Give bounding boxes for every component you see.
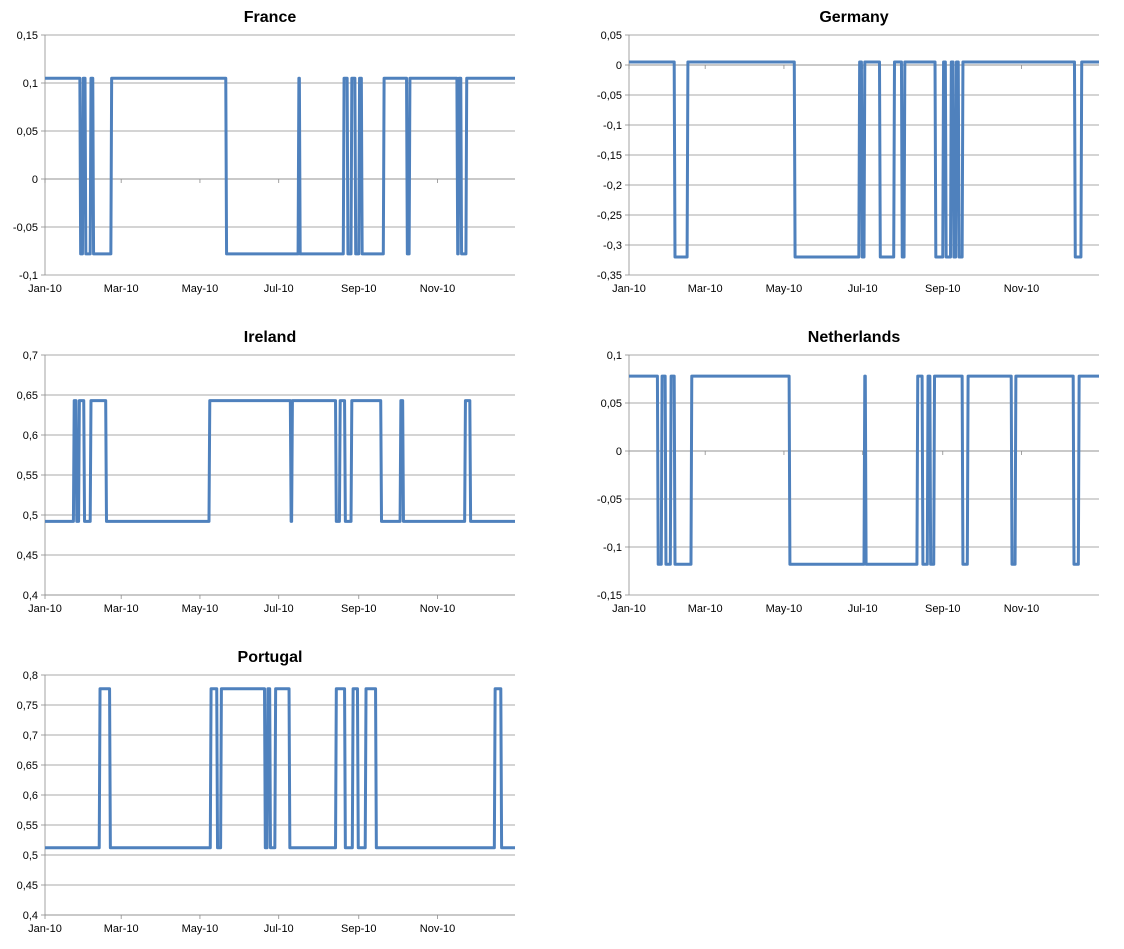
y-tick-label: 0,7: [23, 730, 38, 742]
x-tick-label: Mar-10: [104, 283, 139, 295]
y-tick-label: -0,25: [597, 210, 622, 222]
series-line: [45, 76, 515, 256]
x-tick-label: Jan-10: [28, 923, 62, 935]
y-tick-label: 0,6: [23, 790, 38, 802]
x-tick-label: Sep-10: [925, 603, 960, 615]
chart-panel-germany: Germany -0,35 -0,3 -0,25 -0,2 -0,15 -0,1 -0,05 0…: [584, 0, 1124, 300]
x-tick-label: Mar-10: [688, 283, 723, 295]
series-line: [45, 399, 515, 523]
x-tick-label: Sep-10: [341, 923, 376, 935]
y-tick-label: 0,55: [17, 470, 38, 482]
x-tick-label: Jan-10: [28, 603, 62, 615]
y-tick-label: 0,65: [17, 390, 38, 402]
y-tick-label: -0,05: [597, 90, 622, 102]
x-tick-label: Sep-10: [341, 283, 376, 295]
chart-panel-portugal: Portugal 0,4 0,45 0,5 0,55 0,6 0,65 0,7 0,75 0,8 J…: [0, 640, 540, 940]
series-line: [629, 60, 1099, 259]
y-tick-label: 0,7: [23, 350, 38, 362]
x-tick-label: May-10: [766, 283, 803, 295]
x-tick-label: Sep-10: [925, 283, 960, 295]
chart-netherlands: Netherlands -0,15 -0,1 -0,05 0 0,05 0,1 Jan-10 M…: [597, 329, 1099, 615]
chart-title: France: [244, 9, 297, 26]
y-tick-label: 0,05: [601, 398, 622, 410]
y-tick-label: 0,5: [23, 510, 38, 522]
y-tick-label: 0,05: [601, 30, 622, 42]
y-tick-label: -0,1: [603, 542, 622, 554]
y-tick-label: 0,6: [23, 430, 38, 442]
x-tick-label: Jan-10: [28, 283, 62, 295]
x-tick-label: May-10: [766, 603, 803, 615]
y-tick-label: 0,05: [17, 126, 38, 138]
y-tick-label: 0,1: [23, 78, 38, 90]
y-tick-label: 0,15: [17, 30, 38, 42]
x-tick-label: Jul-10: [264, 923, 294, 935]
y-tick-label: 0,5: [23, 850, 38, 862]
x-tick-label: May-10: [182, 283, 219, 295]
y-tick-label: 0,55: [17, 820, 38, 832]
x-tick-label: Nov-10: [1004, 603, 1039, 615]
y-tick-label: -0,05: [13, 222, 38, 234]
x-tick-label: Jul-10: [264, 603, 294, 615]
x-tick-label: Jan-10: [612, 603, 646, 615]
y-tick-label: -0,15: [597, 590, 622, 602]
x-tick-label: Jan-10: [612, 283, 646, 295]
y-tick-label: 0,8: [23, 670, 38, 682]
series-line: [629, 374, 1099, 566]
y-tick-label: 0,4: [23, 590, 38, 602]
x-tick-label: Nov-10: [1004, 283, 1039, 295]
x-tick-label: Jul-10: [264, 283, 294, 295]
x-tick-label: Nov-10: [420, 603, 455, 615]
x-tick-label: Nov-10: [420, 923, 455, 935]
y-tick-label: 0,1: [607, 350, 622, 362]
y-tick-label: 0,65: [17, 760, 38, 772]
y-tick-label: -0,05: [597, 494, 622, 506]
series-line: [45, 687, 515, 850]
chart-france: France -0,1 -0,05 0 0,05 0,1 0,15 Jan-10 Mar-10 M…: [13, 9, 515, 295]
x-tick-label: Nov-10: [420, 283, 455, 295]
y-tick-label: -0,1: [19, 270, 38, 282]
x-tick-label: May-10: [182, 603, 219, 615]
chart-panel-france: France -0,1 -0,05 0 0,05 0,1 0,15 Jan-10 Mar-10 M…: [0, 0, 540, 300]
y-tick-label: -0,1: [603, 120, 622, 132]
y-tick-label: 0: [32, 174, 38, 186]
y-tick-label: -0,3: [603, 240, 622, 252]
chart-title: Portugal: [238, 649, 303, 666]
x-tick-label: Jul-10: [848, 603, 878, 615]
chart-portugal: Portugal 0,4 0,45 0,5 0,55 0,6 0,65 0,7 0,75 0,8 J…: [17, 649, 515, 935]
y-tick-label: 0,75: [17, 700, 38, 712]
chart-title: Germany: [819, 9, 888, 26]
y-tick-label: -0,2: [603, 180, 622, 192]
y-tick-label: 0,4: [23, 910, 38, 922]
y-tick-label: -0,35: [597, 270, 622, 282]
chart-ireland: Ireland 0,4 0,45 0,5 0,55 0,6 0,65 0,7 Jan-10 Mar…: [17, 329, 515, 615]
chart-title: Ireland: [244, 329, 296, 346]
x-tick-label: Mar-10: [104, 923, 139, 935]
x-tick-label: May-10: [182, 923, 219, 935]
chart-panel-netherlands: Netherlands -0,15 -0,1 -0,05 0 0,05 0,1 Jan-10 M…: [584, 320, 1124, 620]
x-tick-label: Mar-10: [104, 603, 139, 615]
x-tick-label: Jul-10: [848, 283, 878, 295]
chart-title: Netherlands: [808, 329, 901, 346]
x-tick-label: Sep-10: [341, 603, 376, 615]
y-tick-label: 0,45: [17, 880, 38, 892]
y-tick-label: 0,45: [17, 550, 38, 562]
y-tick-label: 0: [616, 446, 622, 458]
x-tick-label: Mar-10: [688, 603, 723, 615]
chart-germany: Germany -0,35 -0,3 -0,25 -0,2 -0,15 -0,1 -0,05 0…: [597, 9, 1099, 295]
y-tick-label: 0: [616, 60, 622, 72]
y-tick-label: -0,15: [597, 150, 622, 162]
chart-panel-ireland: Ireland 0,4 0,45 0,5 0,55 0,6 0,65 0,7 Jan-10 Mar…: [0, 320, 540, 620]
